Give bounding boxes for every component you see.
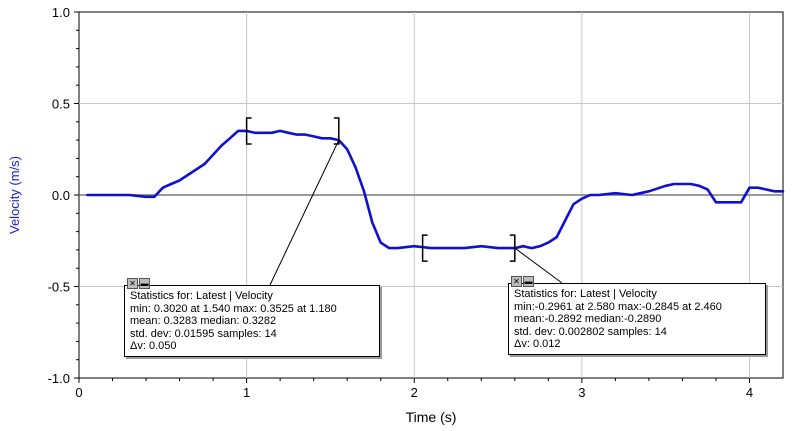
y-tick-label: -1.0 — [48, 371, 70, 386]
statistics-box-1[interactable]: ✕ ▬ Statistics for: Latest | Velocity mi… — [124, 278, 380, 357]
x-axis-label: Time (s) — [406, 409, 457, 425]
stat-min-max: min:-0.2961 at 2.580 max:-0.2845 at 2.46… — [514, 300, 722, 313]
stat-title: Statistics for: Latest | Velocity — [514, 288, 657, 300]
stat-title: Statistics for: Latest | Velocity — [130, 290, 273, 302]
stat-stddev-samples: std. dev: 0.002802 samples: 14 — [514, 325, 667, 338]
range-bracket-right — [333, 117, 340, 145]
close-icon[interactable]: ✕ — [127, 278, 138, 289]
statistics-box-2[interactable]: ✕ ▬ Statistics for: Latest | Velocity mi… — [508, 276, 766, 355]
stat-brackets[interactable] — [245, 117, 516, 262]
y-tick-label: 0.0 — [52, 188, 70, 203]
leader-line — [269, 139, 340, 286]
leader-line — [514, 247, 563, 284]
range-bracket-left — [421, 234, 428, 262]
stat-box-controls: ✕ ▬ — [127, 278, 150, 289]
close-icon[interactable]: ✕ — [511, 276, 522, 287]
velocity-line — [86, 129, 785, 250]
minimize-icon[interactable]: ▬ — [523, 276, 534, 287]
x-tick-label: 3 — [578, 385, 585, 400]
x-tick-label: 1 — [243, 385, 250, 400]
axes: 0 1 2 3 4 1.0 0.5 0.0 -0.5 -1.0 — [48, 5, 753, 400]
stat-mean-median: mean: 0.3283 median: 0.3282 — [130, 315, 277, 327]
y-tick-label: 1.0 — [52, 5, 70, 20]
stat-stddev-samples: std. dev: 0.01595 samples: 14 — [130, 327, 277, 340]
stat-box-controls: ✕ ▬ — [511, 276, 534, 287]
stat-mean-median: mean:-0.2892 median:-0.2890 — [514, 313, 662, 325]
stat-min-max: min: 0.3020 at 1.540 max: 0.3525 at 1.18… — [130, 302, 337, 315]
stat-delta: Δv: 0.012 — [514, 338, 561, 350]
data-series — [86, 129, 785, 250]
y-tick-label: -0.5 — [48, 280, 70, 295]
y-tick-label: 0.5 — [52, 97, 70, 112]
x-tick-label: 0 — [75, 385, 82, 400]
minimize-icon[interactable]: ▬ — [139, 278, 150, 289]
stat-delta: Δv: 0.050 — [130, 340, 177, 352]
x-tick-label: 4 — [746, 385, 753, 400]
y-axis-label: Velocity (m/s) — [7, 156, 22, 234]
range-bracket-left — [245, 117, 252, 145]
x-tick-label: 2 — [411, 385, 418, 400]
annotation-leaders — [269, 139, 563, 286]
